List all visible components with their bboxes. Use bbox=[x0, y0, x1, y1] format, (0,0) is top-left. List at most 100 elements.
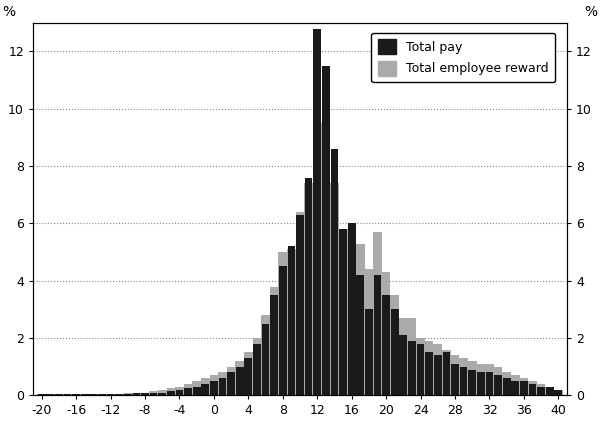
Bar bbox=[477, 373, 485, 396]
Bar bbox=[356, 275, 364, 396]
Bar bbox=[38, 394, 46, 396]
Bar bbox=[443, 352, 450, 396]
Bar bbox=[554, 390, 562, 396]
Bar bbox=[382, 295, 390, 396]
Bar bbox=[554, 390, 563, 396]
Bar bbox=[158, 390, 167, 396]
Bar bbox=[425, 352, 433, 396]
Bar bbox=[511, 381, 519, 396]
Bar bbox=[296, 215, 304, 396]
Bar bbox=[502, 373, 511, 396]
Bar bbox=[451, 355, 460, 396]
Bar bbox=[485, 364, 494, 396]
Bar bbox=[520, 381, 528, 396]
Bar bbox=[37, 394, 46, 396]
Bar bbox=[433, 344, 442, 396]
Bar bbox=[374, 275, 382, 396]
Bar bbox=[494, 367, 502, 396]
Bar bbox=[356, 244, 365, 396]
Bar bbox=[382, 272, 391, 396]
Bar bbox=[202, 384, 209, 396]
Bar bbox=[468, 361, 476, 396]
Bar bbox=[81, 394, 89, 396]
Bar bbox=[150, 393, 157, 396]
Bar bbox=[133, 393, 140, 396]
Bar bbox=[529, 384, 536, 396]
Bar bbox=[107, 394, 115, 396]
Bar bbox=[98, 394, 106, 396]
Bar bbox=[511, 375, 520, 396]
Text: %: % bbox=[2, 5, 16, 19]
Bar bbox=[304, 183, 313, 396]
Bar bbox=[348, 223, 356, 396]
Bar bbox=[218, 373, 227, 396]
Bar bbox=[434, 355, 442, 396]
Bar bbox=[106, 394, 115, 396]
Bar bbox=[313, 123, 322, 396]
Bar bbox=[485, 373, 493, 396]
Bar bbox=[167, 391, 175, 396]
Bar bbox=[115, 394, 124, 396]
Bar bbox=[210, 381, 218, 396]
Bar bbox=[339, 229, 347, 396]
Bar bbox=[537, 384, 545, 396]
Bar bbox=[347, 229, 356, 396]
Bar bbox=[63, 394, 72, 396]
Bar bbox=[167, 388, 175, 396]
Bar bbox=[425, 341, 433, 396]
Bar bbox=[72, 394, 80, 396]
Bar bbox=[98, 394, 106, 396]
Bar bbox=[236, 367, 244, 396]
Bar bbox=[72, 394, 80, 396]
Bar bbox=[546, 387, 554, 396]
Bar bbox=[46, 394, 54, 396]
Bar bbox=[193, 381, 201, 396]
Bar bbox=[399, 318, 407, 396]
Bar bbox=[235, 361, 244, 396]
Bar bbox=[55, 394, 63, 396]
Bar bbox=[520, 378, 528, 396]
Bar bbox=[46, 394, 55, 396]
Bar bbox=[253, 344, 261, 396]
Bar bbox=[373, 232, 382, 396]
Bar bbox=[141, 393, 149, 396]
Bar bbox=[227, 373, 235, 396]
Bar bbox=[545, 387, 554, 396]
Bar bbox=[209, 375, 218, 396]
Bar bbox=[193, 387, 200, 396]
Bar bbox=[270, 295, 278, 396]
Bar bbox=[184, 388, 192, 396]
Bar bbox=[124, 393, 132, 396]
Bar bbox=[279, 266, 287, 396]
Bar bbox=[322, 66, 330, 396]
Bar bbox=[537, 387, 545, 396]
Bar bbox=[261, 315, 270, 396]
Bar bbox=[331, 149, 338, 396]
Bar bbox=[244, 358, 252, 396]
Bar bbox=[184, 384, 193, 396]
Bar bbox=[528, 381, 537, 396]
Bar bbox=[416, 344, 424, 396]
Bar bbox=[322, 123, 330, 396]
Bar bbox=[262, 324, 269, 396]
Bar bbox=[313, 28, 321, 396]
Bar bbox=[391, 310, 398, 396]
Bar bbox=[339, 235, 347, 396]
Bar bbox=[287, 246, 295, 396]
Legend: Total pay, Total employee reward: Total pay, Total employee reward bbox=[371, 33, 556, 82]
Bar bbox=[469, 370, 476, 396]
Bar bbox=[451, 364, 459, 396]
Bar bbox=[460, 358, 468, 396]
Bar bbox=[115, 394, 123, 396]
Bar bbox=[175, 387, 184, 396]
Bar bbox=[365, 310, 373, 396]
Bar bbox=[158, 393, 166, 396]
Bar bbox=[253, 338, 261, 396]
Bar bbox=[201, 378, 209, 396]
Bar bbox=[416, 338, 425, 396]
Text: %: % bbox=[584, 5, 598, 19]
Bar bbox=[391, 295, 399, 396]
Bar bbox=[218, 378, 226, 396]
Bar bbox=[365, 269, 373, 396]
Bar bbox=[89, 394, 97, 396]
